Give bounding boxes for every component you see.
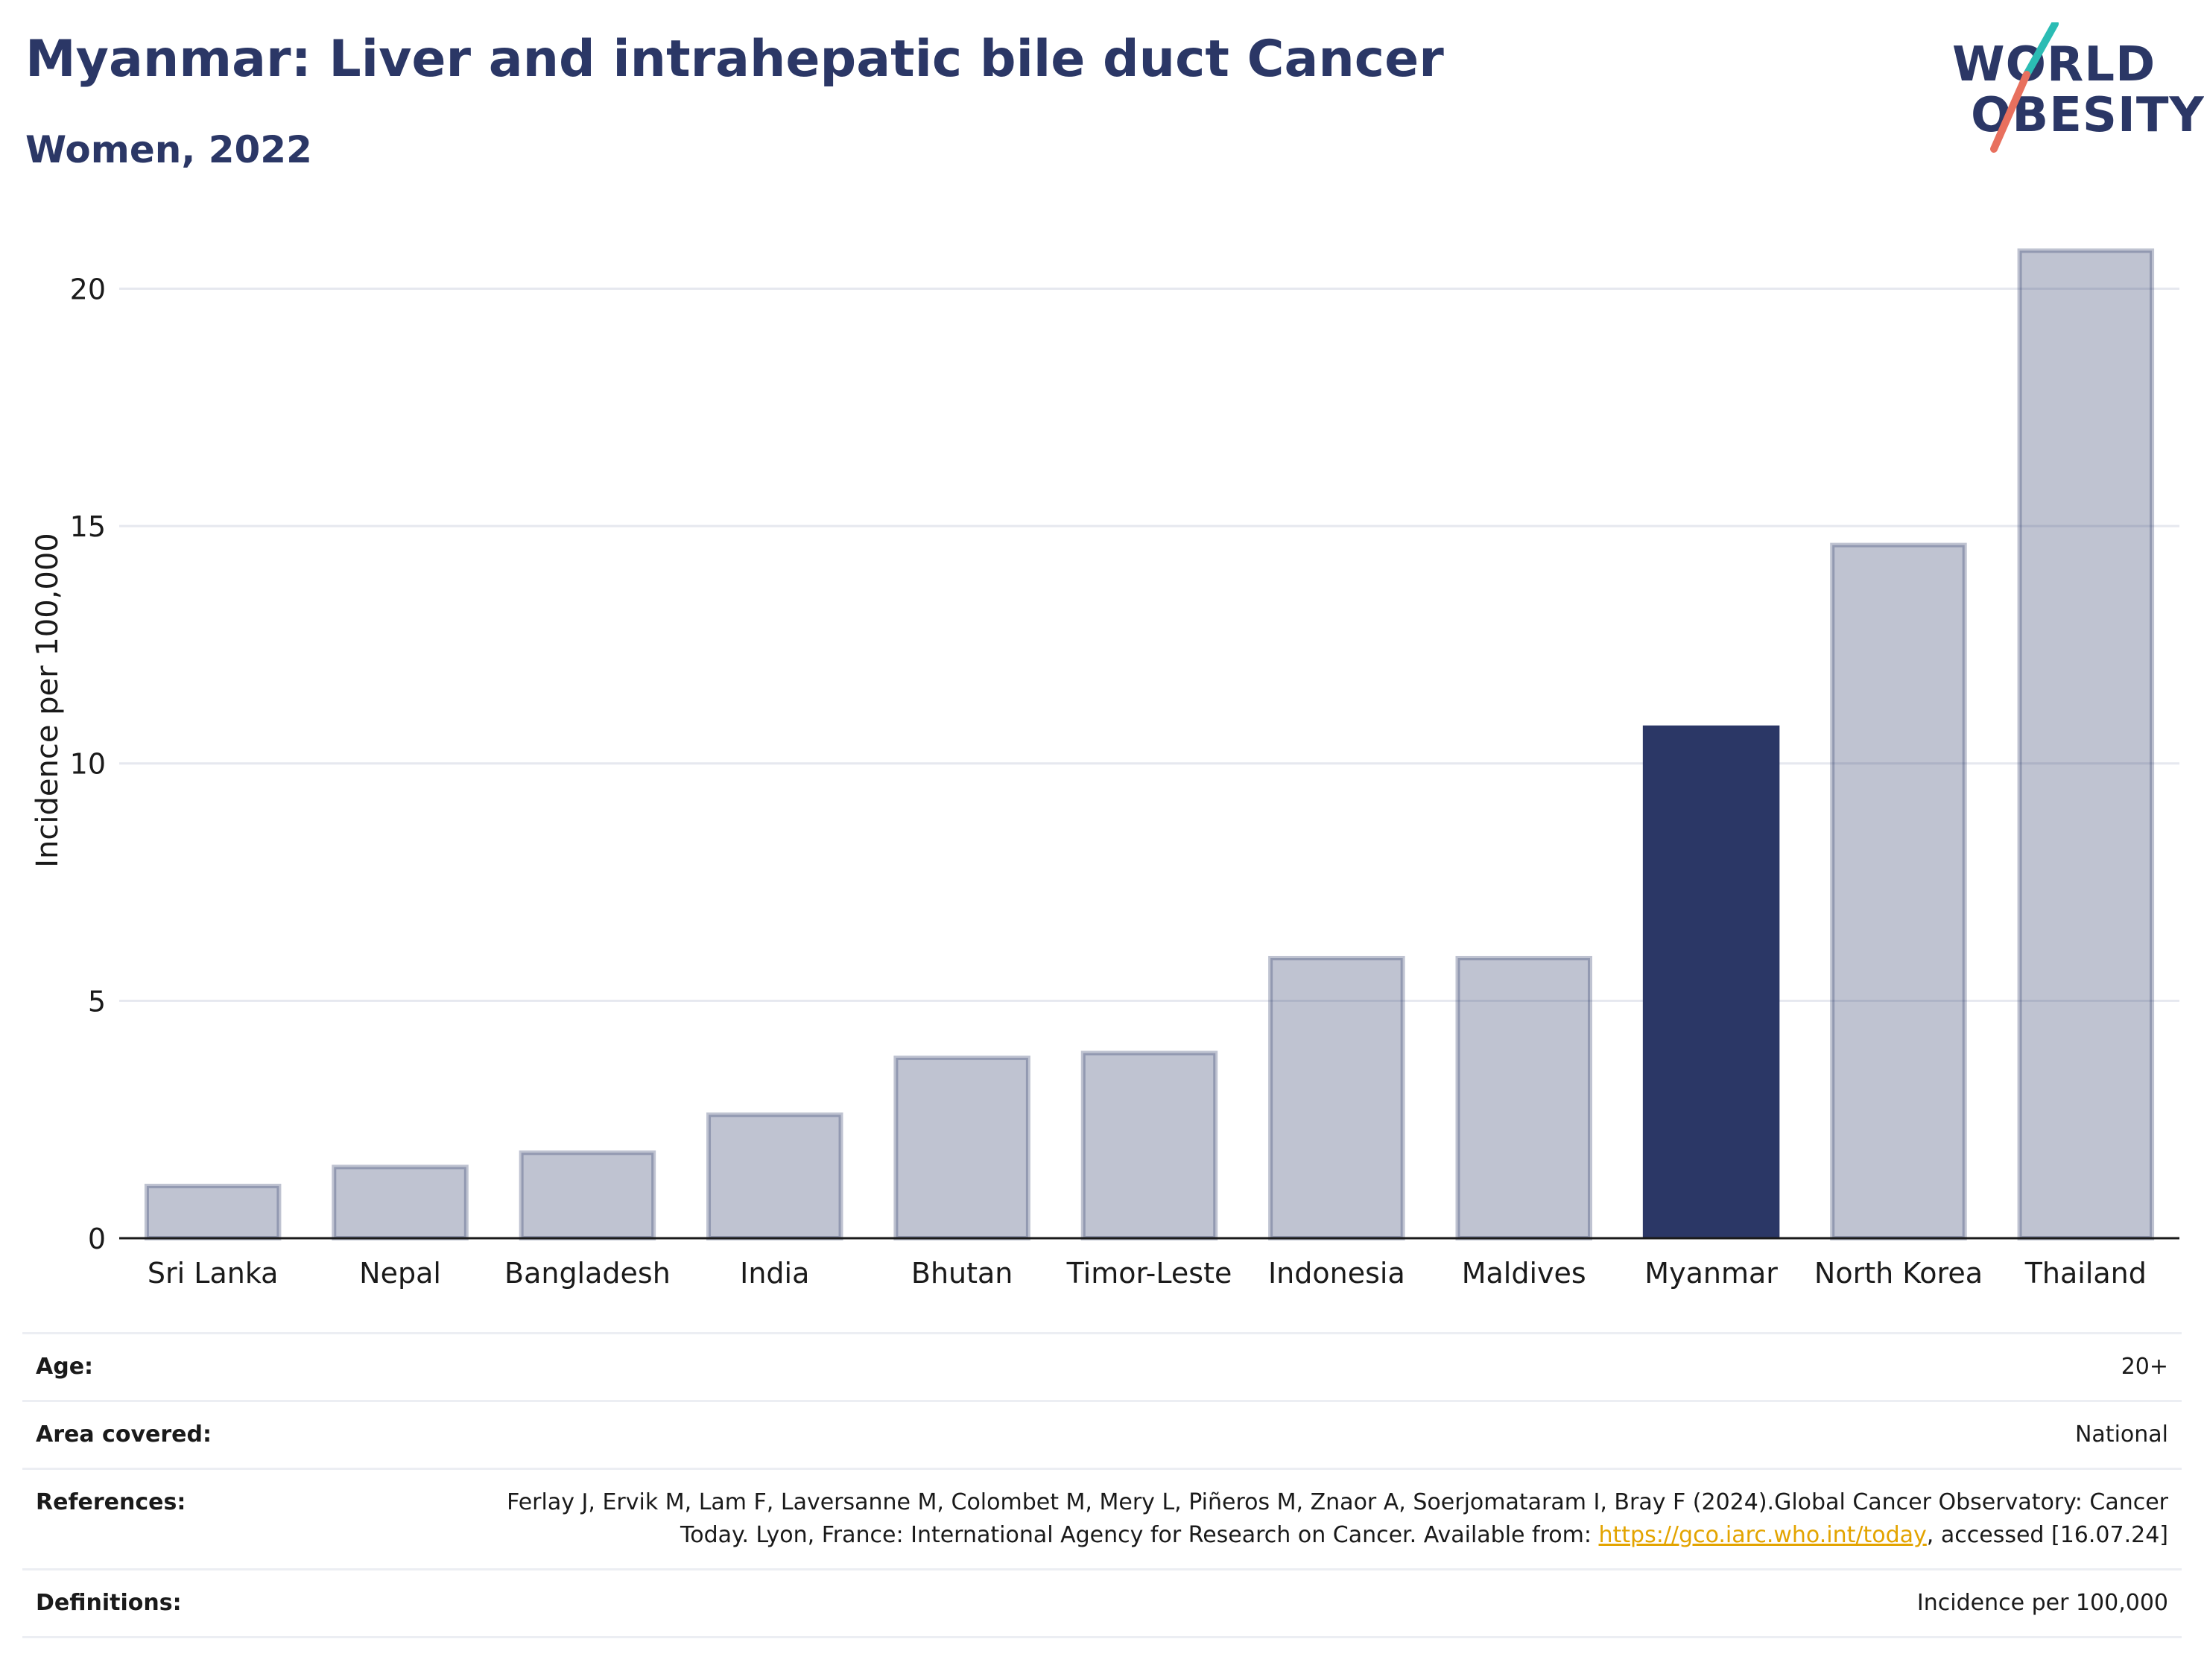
x-tick-label: Timor-Leste: [1066, 1257, 1232, 1290]
bar: [1268, 956, 1405, 1240]
y-tick-label: 20: [70, 273, 106, 305]
bar: [1642, 725, 1780, 1238]
info-row-definitions: Definitions: Incidence per 100,000: [22, 1568, 2182, 1638]
age-label: Age:: [36, 1354, 94, 1380]
chart-title: Myanmar: Liver and intrahepatic bile duc…: [25, 30, 1444, 89]
x-tick-label: Sri Lanka: [148, 1257, 279, 1290]
definitions-value: Incidence per 100,000: [1916, 1590, 2168, 1616]
world-obesity-logo: WORLD OBESITY: [1937, 22, 2204, 156]
bar-chart: 0 5 10 15 20 Sri Lanka Nepal Bangladesh India Bhu…: [70, 248, 2179, 1290]
references-label: References:: [36, 1489, 186, 1515]
bar: [1080, 1050, 1218, 1240]
y-tick-label: 0: [88, 1223, 106, 1255]
logo-word-world: WORLD: [1952, 37, 2156, 92]
bar: [2017, 248, 2155, 1240]
bar: [706, 1112, 843, 1240]
x-tick-label: India: [740, 1257, 809, 1290]
info-table: Age: 20+ Area covered: National Referenc…: [22, 1332, 2182, 1638]
bar: [1830, 542, 1967, 1240]
references-value: Ferlay J, Ervik M, Lam F, Laversanne M, …: [455, 1486, 2168, 1552]
area-covered-label: Area covered:: [36, 1421, 212, 1448]
info-row-area: Area covered: National: [22, 1400, 2182, 1468]
bar: [144, 1183, 282, 1241]
x-tick-label: Maldives: [1462, 1257, 1586, 1290]
x-tick-label: Bhutan: [911, 1257, 1013, 1290]
y-tick-label: 15: [70, 510, 106, 543]
age-value: 20+: [2121, 1354, 2168, 1380]
x-tick-label: Bangladesh: [504, 1257, 671, 1290]
bar: [1455, 956, 1592, 1240]
area-covered-value: National: [2074, 1421, 2168, 1448]
logo-slash-icon: [1990, 22, 2059, 153]
x-tick-label: Nepal: [359, 1257, 441, 1290]
references-text-2: , accessed [16.07.24]: [1926, 1522, 2168, 1548]
x-tick-label: Thailand: [2024, 1257, 2147, 1290]
bar: [893, 1055, 1030, 1240]
info-row-references: References: Ferlay J, Ervik M, Lam F, La…: [22, 1468, 2182, 1568]
x-tick-label: Indonesia: [1268, 1257, 1405, 1290]
y-tick-label: 5: [88, 985, 106, 1018]
definitions-label: Definitions:: [36, 1590, 182, 1616]
references-link[interactable]: https://gco.iarc.who.int/today: [1598, 1522, 1927, 1548]
bar: [519, 1150, 656, 1240]
references-text-1: Ferlay J, Ervik M, Lam F, Laversanne M, …: [507, 1489, 2168, 1548]
x-tick-label: Myanmar: [1644, 1257, 1778, 1290]
info-row-age: Age: 20+: [22, 1332, 2182, 1400]
chart-subtitle: Women, 2022: [25, 128, 312, 171]
y-tick-label: 10: [70, 748, 106, 781]
bar: [332, 1164, 469, 1240]
x-tick-label: North Korea: [1814, 1257, 1983, 1290]
